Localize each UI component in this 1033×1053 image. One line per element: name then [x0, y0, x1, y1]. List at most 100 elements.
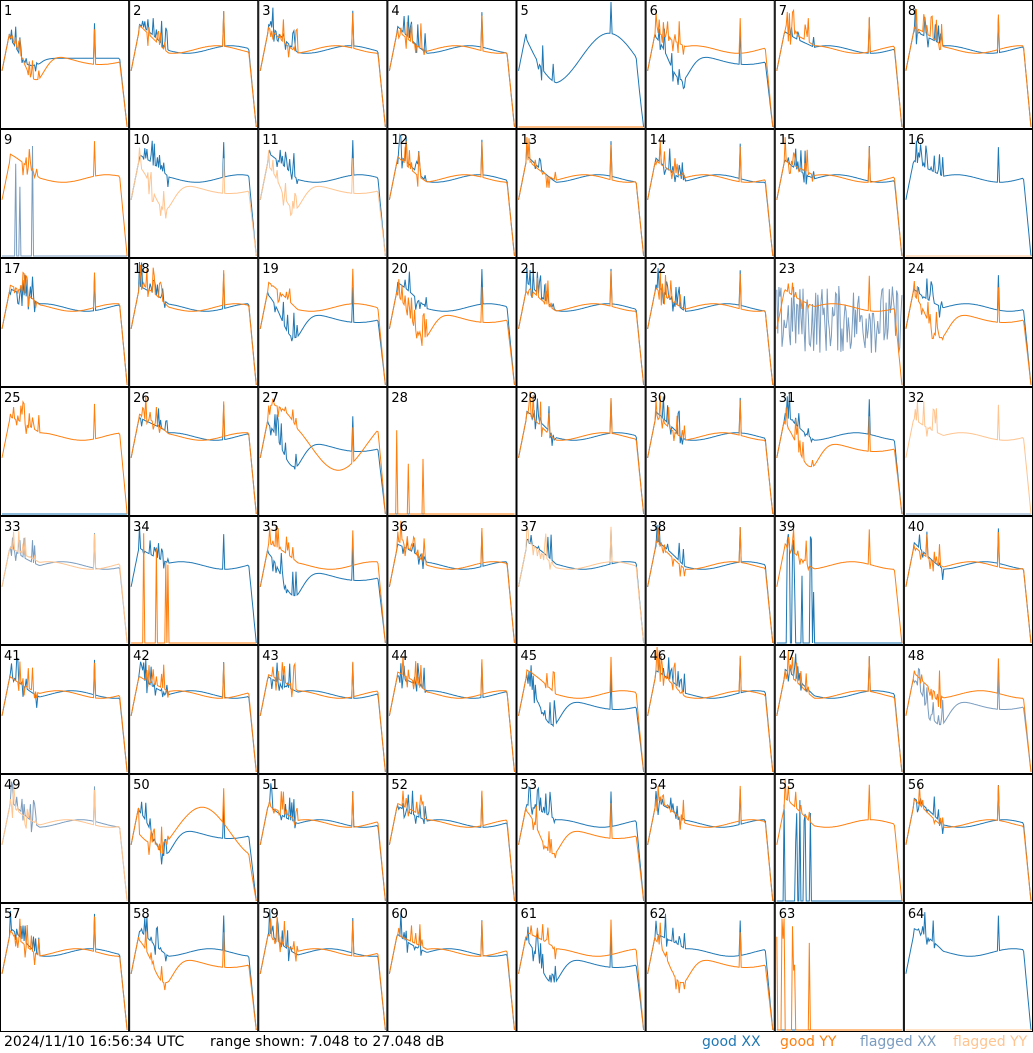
panel-label: 61	[521, 907, 538, 922]
panel-12: 12	[387, 129, 517, 258]
series-xx-37	[518, 528, 645, 644]
series-yy-17	[1, 271, 128, 386]
panel-38: 38	[645, 516, 775, 645]
panel-56: 56	[903, 774, 1033, 903]
panel-border	[258, 903, 388, 1032]
panel-33: 33	[0, 516, 130, 645]
panel-label: 20	[391, 262, 408, 277]
panel-label: 13	[521, 133, 538, 148]
panel-label: 34	[133, 520, 150, 535]
panel-label: 52	[391, 778, 408, 793]
panel-10: 10	[129, 129, 259, 258]
series-yy-41	[1, 661, 128, 773]
panel-border	[129, 0, 259, 129]
series-xx-8	[905, 8, 1032, 128]
series-yy-47	[776, 650, 903, 773]
series-yy-43	[259, 661, 386, 773]
panel-15: 15	[774, 129, 904, 258]
panel-53: 53	[516, 774, 646, 903]
series-xx-16	[905, 140, 1032, 257]
panel-49: 49	[0, 774, 130, 903]
panel-24: 24	[903, 258, 1033, 387]
panel-label: 53	[521, 778, 538, 793]
series-xx-23	[776, 285, 903, 353]
panel-border	[129, 903, 259, 1032]
series-yy-21	[518, 271, 645, 386]
panel-40: 40	[903, 516, 1033, 645]
series-xx-43	[259, 662, 386, 773]
panel-label: 22	[650, 262, 667, 277]
series-yy-56	[905, 785, 1032, 902]
panel-29: 29	[516, 387, 646, 516]
panel-2: 2	[129, 0, 259, 129]
panel-border	[903, 129, 1033, 258]
panel-17: 17	[0, 258, 130, 387]
panel-16: 16	[903, 129, 1033, 258]
series-yy-51	[259, 791, 386, 902]
panel-border	[387, 258, 517, 387]
panel-border	[645, 774, 775, 903]
panel-label: 62	[650, 907, 667, 922]
series-xx-13	[518, 141, 645, 257]
panel-border	[0, 258, 130, 387]
panel-label: 8	[908, 4, 916, 19]
panel-label: 31	[779, 391, 796, 406]
panel-51: 51	[258, 774, 388, 903]
series-xx-10	[130, 140, 257, 257]
series-yy-31	[776, 407, 903, 515]
panel-label: 12	[391, 133, 408, 148]
panel-label: 21	[521, 262, 538, 277]
panel-label: 27	[262, 391, 279, 406]
panel-border	[387, 774, 517, 903]
timestamp: 2024/11/10 16:56:34 UTC	[4, 1034, 185, 1050]
panel-label: 4	[391, 4, 399, 19]
series-xx-31	[776, 393, 903, 515]
series-yy-4	[388, 15, 515, 128]
panel-label: 54	[650, 778, 667, 793]
series-xx-4	[388, 12, 515, 128]
series-xx-9	[2, 145, 128, 257]
series-xx-7	[776, 18, 903, 128]
panel-label: 63	[779, 907, 796, 922]
panel-border	[258, 258, 388, 387]
panel-label: 45	[521, 649, 538, 664]
panel-label: 17	[4, 262, 21, 277]
panel-28: 28	[387, 387, 517, 516]
panel-border	[903, 387, 1033, 516]
panel-label: 19	[262, 262, 279, 277]
series-yy-57	[1, 916, 128, 1031]
panel-label: 2	[133, 4, 141, 19]
series-yy-61	[518, 919, 645, 1031]
panel-58: 58	[129, 903, 259, 1032]
panel-border	[0, 129, 130, 258]
series-xx-64	[905, 912, 1032, 1031]
series-xx-42	[130, 659, 257, 773]
series-yy-20	[388, 279, 515, 386]
series-yy-33	[1, 531, 128, 644]
series-yy-35	[259, 526, 386, 644]
panel-57: 57	[0, 903, 130, 1032]
series-xx-2	[130, 11, 257, 128]
panel-border	[903, 774, 1033, 903]
panel-label: 59	[262, 907, 279, 922]
series-yy-7	[776, 8, 903, 128]
footer: 2024/11/10 16:56:34 UTC range shown: 7.0…	[0, 1032, 1033, 1053]
panel-54: 54	[645, 774, 775, 903]
panel-border	[258, 774, 388, 903]
series-xx-46	[647, 657, 774, 773]
series-yy-10	[130, 147, 257, 257]
series-xx-60	[388, 912, 515, 1031]
panel-border	[645, 258, 775, 387]
panel-36: 36	[387, 516, 517, 645]
panel-23: 23	[774, 258, 904, 387]
panel-5: 5	[516, 0, 646, 129]
panel-45: 45	[516, 645, 646, 774]
panel-border	[645, 516, 775, 645]
series-yy-46	[647, 646, 774, 773]
series-yy-54	[647, 785, 774, 902]
panel-48: 48	[903, 645, 1033, 774]
series-xx-35	[259, 545, 386, 644]
panel-border	[258, 387, 388, 516]
series-xx-45	[518, 665, 645, 773]
series-yy-15	[776, 137, 903, 257]
